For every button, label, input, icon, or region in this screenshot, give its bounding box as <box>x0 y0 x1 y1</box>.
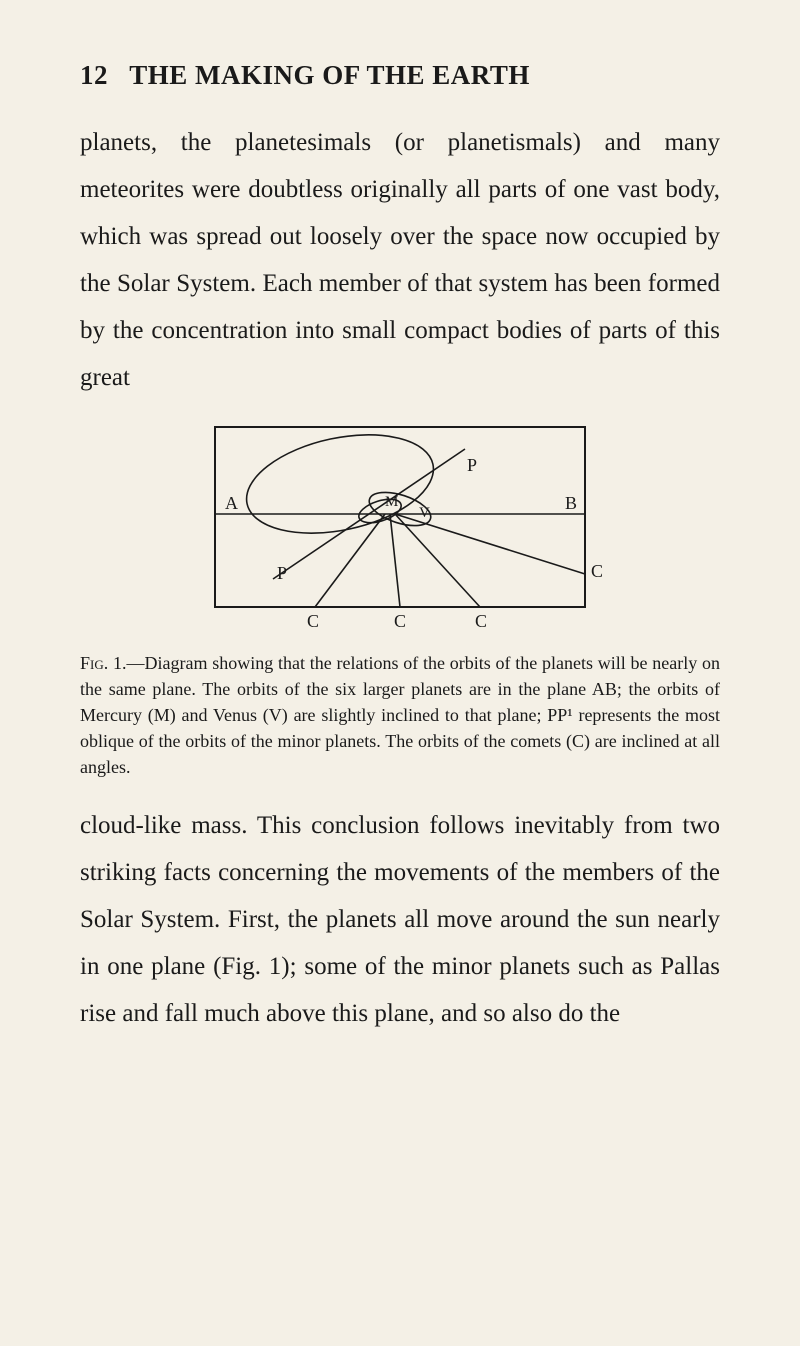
figure-caption-lead: Fig. 1. <box>80 653 127 673</box>
page-header: 12 THE MAKING OF THE EARTH <box>80 60 720 91</box>
figure-1-caption: Fig. 1.—Diagram showing that the relatio… <box>80 650 720 780</box>
orbit-diagram-svg: A B P P M V C C C C <box>185 419 615 639</box>
page-title: THE MAKING OF THE EARTH <box>129 60 530 90</box>
label-p-top: P <box>467 455 477 475</box>
label-c-bm: C <box>394 611 406 631</box>
label-v: V <box>419 505 430 521</box>
line-c2 <box>390 514 400 607</box>
label-m: M <box>385 494 398 510</box>
label-a: A <box>225 493 238 513</box>
ellipse-large <box>238 419 443 548</box>
label-b: B <box>565 493 577 513</box>
page: 12 THE MAKING OF THE EARTH planets, the … <box>0 0 800 1346</box>
page-number: 12 <box>80 60 108 90</box>
figure-caption-body: —Diagram showing that the relations of t… <box>80 653 720 777</box>
label-p-bottom: P <box>277 563 287 583</box>
label-c-br: C <box>475 611 487 631</box>
label-c-right: C <box>591 561 603 581</box>
line-c1 <box>315 514 385 607</box>
paragraph-2: cloud-like mass. This conclusion follows… <box>80 802 720 1037</box>
paragraph-1: planets, the planetesimals (or planetism… <box>80 119 720 401</box>
figure-1: A B P P M V C C C C <box>80 419 720 644</box>
label-c-bl: C <box>307 611 319 631</box>
frame-rect <box>215 427 585 607</box>
